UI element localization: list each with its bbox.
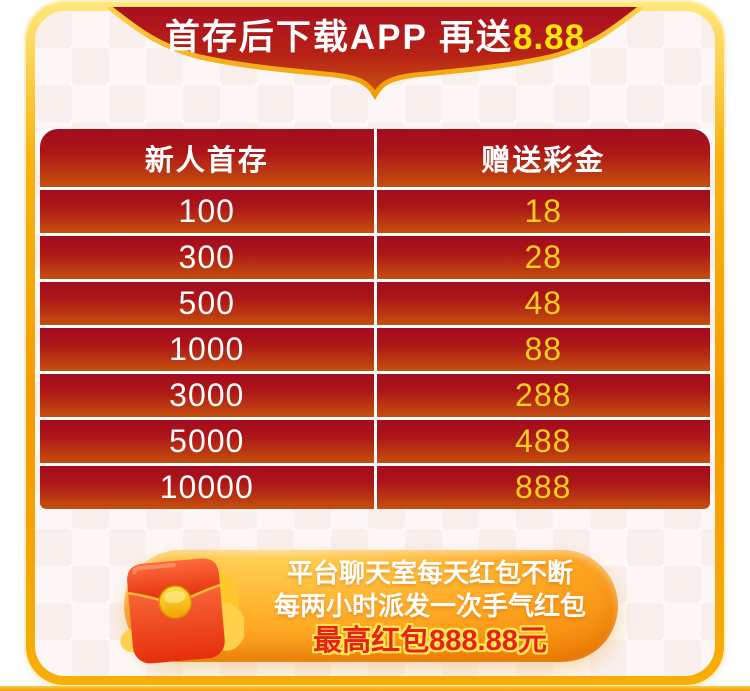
deposit-cell: 500 [40, 282, 374, 325]
column-header-deposit: 新人首存 [40, 129, 374, 187]
bonus-cell: 18 [376, 190, 710, 233]
promo-max-amount: 最高红包888.88元 [313, 625, 547, 657]
bonus-cell: 28 [376, 236, 710, 279]
deposit-cell: 3000 [40, 374, 374, 417]
deposit-bonus-table: 新人首存 赠送彩金 100 18 300 28 500 48 1000 88 3… [40, 129, 710, 509]
deposit-cell: 5000 [40, 420, 374, 463]
app-download-banner[interactable]: 首存后下载APP 再送8.88 [0, 16, 750, 60]
bonus-cell: 488 [376, 420, 710, 463]
bonus-cell: 88 [376, 328, 710, 371]
banner-title-highlight: 8.88 [512, 18, 586, 57]
deposit-cell: 1000 [40, 328, 374, 371]
bonus-cell: 888 [376, 466, 710, 509]
promo-line-1: 平台聊天室每天红包不断 [286, 558, 573, 588]
red-envelope-icon [120, 558, 244, 664]
promo-text-block: 平台聊天室每天红包不断 每两小时派发一次手气红包 最高红包888.88元 [252, 557, 608, 659]
bonus-cell: 48 [376, 282, 710, 325]
banner-title-text: 首存后下载APP 再送 [164, 18, 513, 57]
promo-line-2: 每两小时派发一次手气红包 [273, 591, 586, 621]
column-header-bonus: 赠送彩金 [376, 129, 710, 187]
bottom-gold-strip [0, 686, 750, 691]
deposit-cell: 300 [40, 236, 374, 279]
deposit-cell: 100 [40, 190, 374, 233]
deposit-cell: 10000 [40, 466, 374, 509]
top-ribbon-shape [107, 7, 643, 101]
bonus-cell: 288 [376, 374, 710, 417]
